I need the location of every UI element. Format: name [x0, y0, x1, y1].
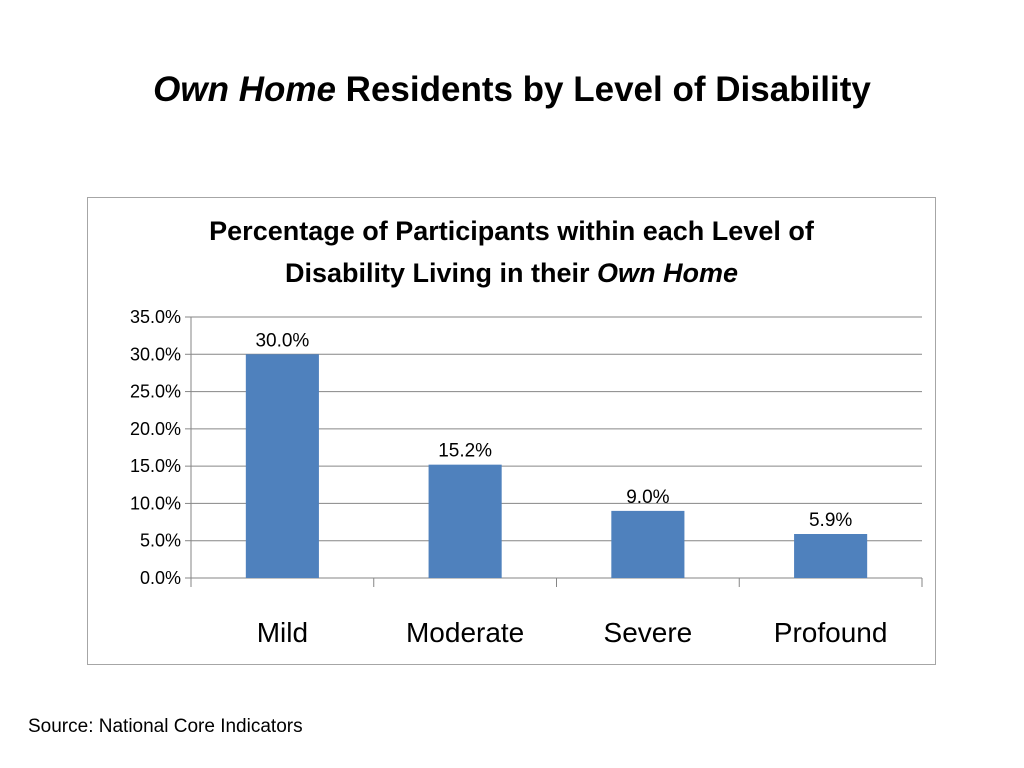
x-category-label: Severe [604, 617, 693, 648]
chart-container: Percentage of Participants within each L… [87, 197, 936, 665]
source-note: Source: National Core Indicators [28, 716, 303, 737]
slide-title-rest: Residents by Level of Disability [335, 70, 871, 109]
bar-profound [794, 534, 868, 578]
axes: 0.0% 5.0% 10.0% 15.0% 20.0% 25.0% 30.0% 35.0% Mi… [130, 307, 923, 648]
y-tick-label: 30.0% [130, 344, 181, 364]
y-tick-label: 5.0% [140, 531, 181, 551]
data-label-severe: 9.0% [626, 487, 669, 508]
y-tick-label: 0.0% [140, 568, 181, 588]
x-category-label: Mild [257, 617, 308, 648]
y-tick-label: 35.0% [130, 307, 181, 327]
bars [245, 354, 868, 578]
chart-title: Percentage of Participants within each L… [88, 210, 935, 294]
bar-chart: 0.0% 5.0% 10.0% 15.0% 20.0% 25.0% 30.0% 35.0% Mi… [130, 307, 923, 648]
y-tick-label: 20.0% [130, 419, 181, 439]
x-category-label: Moderate [406, 617, 524, 648]
chart-title-line2-prefix: Disability Living in their [284, 258, 598, 288]
y-tick-label: 15.0% [130, 456, 181, 476]
y-tick-label: 25.0% [130, 382, 181, 402]
y-tick-label: 10.0% [130, 493, 181, 513]
slide-title-italic: Own Home [153, 70, 336, 109]
slide-title: Own Home Residents by Level of Disabilit… [0, 70, 1024, 110]
chart-title-line2-italic: Own Home [597, 258, 739, 288]
x-category-label: Profound [774, 617, 888, 648]
chart-title-line2: Disability Living in their Own Home [88, 252, 935, 294]
data-label-profound: 5.9% [809, 510, 852, 531]
chart-title-line1: Percentage of Participants within each L… [209, 216, 814, 246]
bar-severe [611, 510, 685, 578]
data-labels: 30.0% 15.2% 9.0% 5.9% [255, 330, 852, 531]
data-label-mild: 30.0% [255, 330, 309, 351]
bar-moderate [428, 464, 502, 578]
bar-mild [245, 354, 319, 578]
data-label-moderate: 15.2% [438, 441, 492, 462]
